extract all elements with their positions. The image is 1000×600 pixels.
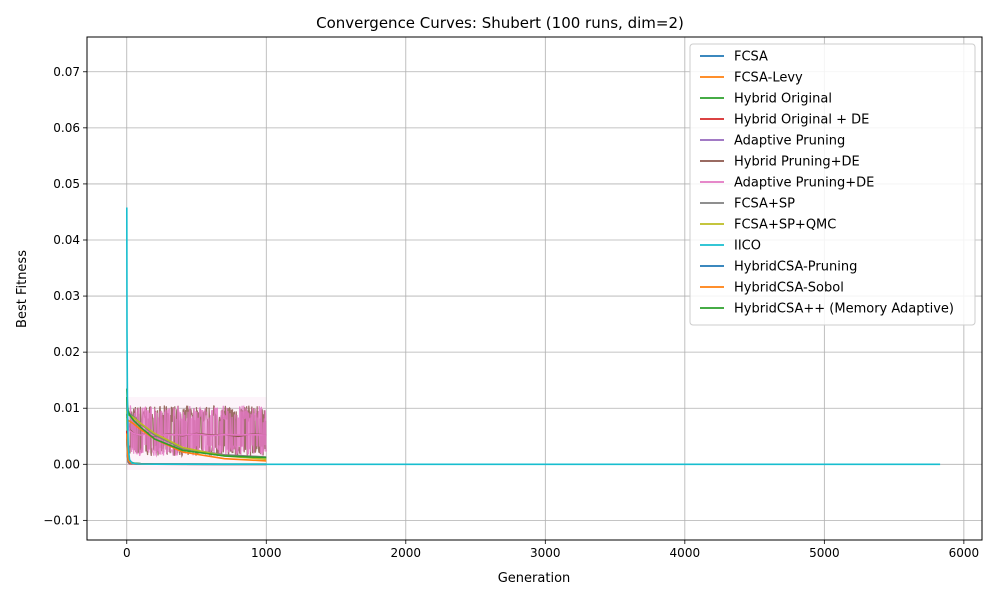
chart-title: Convergence Curves: Shubert (100 runs, d… [316, 14, 684, 32]
y-tick-label: 0.01 [53, 401, 80, 415]
legend-label: Hybrid Original + DE [734, 113, 869, 128]
x-tick-label: 3000 [530, 546, 561, 560]
x-tick-label: 5000 [809, 546, 840, 560]
legend-label: FCSA-Levy [734, 71, 803, 86]
legend-label: Hybrid Original [734, 92, 832, 107]
x-axis-ticks: 0 1000 2000 3000 4000 5000 6000 [123, 540, 979, 560]
legend-label: HybridCSA-Sobol [734, 281, 844, 296]
legend-label: IICO [734, 239, 761, 254]
y-tick-label: 0.05 [53, 177, 80, 191]
legend-label: HybridCSA++ (Memory Adaptive) [734, 302, 954, 317]
y-tick-label: 0.07 [53, 65, 80, 79]
y-tick-label: 0.03 [53, 289, 80, 303]
legend-label: Adaptive Pruning [734, 134, 845, 149]
legend-label: HybridCSA-Pruning [734, 260, 857, 275]
legend: FCSA FCSA-Levy Hybrid Original Hybrid Origi… [689, 43, 976, 326]
x-tick-label: 1000 [251, 546, 282, 560]
legend-label: Adaptive Pruning+DE [734, 176, 874, 191]
series-line-adaptive-pruning-de [126, 413, 267, 437]
x-tick-label: 2000 [391, 546, 422, 560]
plot-frame [86, 36, 983, 541]
y-tick-label: 0.02 [53, 345, 80, 359]
y-axis-ticks: −0.01 0.00 0.01 0.02 0.03 0.04 0.05 0.06 0.07 [43, 65, 87, 527]
x-tick-label: 0 [123, 546, 131, 560]
legend-label: FCSA+SP+QMC [734, 218, 836, 233]
legend-label: Hybrid Pruning+DE [734, 155, 860, 170]
series-line-iico [126, 207, 941, 466]
legend-box [689, 43, 976, 326]
y-tick-label: 0.06 [53, 121, 80, 135]
y-tick-label: 0.00 [53, 457, 80, 471]
series-lines [126, 207, 941, 466]
x-axis-label: Generation [498, 571, 571, 586]
noise-trace-adaptive-pruning-de [129, 405, 267, 458]
y-tick-label: −0.01 [43, 513, 80, 527]
legend-label: FCSA [734, 50, 768, 65]
y-axis-label: Best Fitness [15, 250, 30, 328]
x-tick-label: 4000 [670, 546, 701, 560]
legend-label: FCSA+SP [734, 197, 795, 212]
y-tick-label: 0.04 [53, 233, 80, 247]
x-tick-label: 6000 [949, 546, 980, 560]
